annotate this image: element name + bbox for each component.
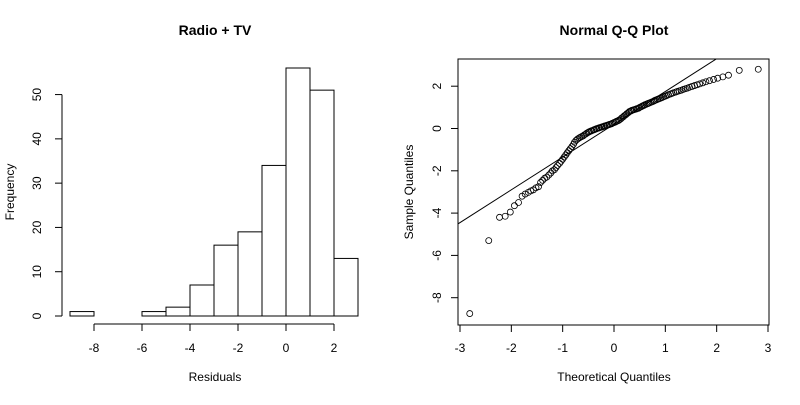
qq-point <box>710 76 717 83</box>
histogram-y-tick-label: 10 <box>30 265 44 279</box>
histogram-y-tick-label: 40 <box>30 132 44 146</box>
qq-x-tick-label: 0 <box>611 341 618 355</box>
qq-y-tick-label: -8 <box>430 292 444 303</box>
qq-y-tick-label: 2 <box>430 83 444 90</box>
qq-point <box>543 173 551 181</box>
histogram-bar <box>261 164 287 317</box>
qq-point <box>515 199 522 206</box>
histogram-y-tick-label: 20 <box>30 220 44 234</box>
histogram-bar <box>69 311 95 317</box>
qq-point <box>754 65 762 73</box>
qq-x-tick-label: 2 <box>713 341 720 355</box>
qq-point <box>696 80 704 88</box>
qq-point <box>702 78 710 86</box>
histogram-x-tick-label: -6 <box>137 341 148 355</box>
qq-y-tick-label: -2 <box>430 165 444 176</box>
qq-point <box>506 208 514 216</box>
qq-point <box>725 71 732 79</box>
histogram-bar <box>213 244 239 317</box>
histogram-panel: Radio + TV Residuals Frequency -8 -6 -4 -2 0… <box>3 22 359 384</box>
qq-point <box>535 183 542 191</box>
qq-point <box>466 310 474 317</box>
qq-point <box>501 212 509 220</box>
qq-y-tick-label: 0 <box>430 125 444 132</box>
histogram-bar <box>309 89 335 317</box>
histogram-title: Radio + TV <box>179 22 252 38</box>
histogram-x-tick-label: -8 <box>89 341 100 355</box>
histogram-y-tick-label: 30 <box>30 176 44 190</box>
qq-point <box>554 162 561 169</box>
histogram-bar <box>237 231 263 317</box>
qq-y-tick-label: -4 <box>430 207 444 218</box>
qq-plot-area <box>458 59 762 317</box>
histogram-y-tick-label: 0 <box>30 312 44 319</box>
histogram-bars <box>69 67 359 317</box>
qq-point <box>545 171 553 179</box>
qq-point <box>496 213 503 221</box>
qq-point <box>706 77 713 85</box>
qq-point <box>699 79 707 87</box>
qq-point <box>735 66 743 74</box>
qq-points <box>466 65 762 317</box>
histogram-y-tick-label: 50 <box>30 88 44 102</box>
qq-y-axis: -8 -6 -4 -2 0 2 <box>430 83 459 303</box>
qq-point <box>552 164 560 172</box>
qq-point <box>485 237 493 244</box>
qq-point <box>537 179 544 186</box>
qq-y-tick-label: -6 <box>430 250 444 261</box>
qq-y-axis-label: Sample Quantiles <box>402 145 416 240</box>
histogram-y-axis-label: Frequency <box>3 164 17 221</box>
histogram-x-tick-label: -4 <box>185 341 196 355</box>
histogram-x-tick-label: 0 <box>283 341 290 355</box>
histogram-x-tick-label: 2 <box>331 341 338 355</box>
histogram-bar <box>141 311 167 317</box>
qq-x-tick-label: -1 <box>557 341 568 355</box>
histogram-x-tick-label: -2 <box>233 341 244 355</box>
qq-x-tick-label: 3 <box>765 341 772 355</box>
histogram-bar <box>285 67 311 317</box>
qq-point <box>511 202 518 210</box>
qq-x-axis: -3 -2 -1 0 1 2 3 <box>455 324 772 355</box>
histogram-y-axis: 0 10 20 30 40 50 <box>30 88 63 319</box>
histogram-bar <box>189 284 215 317</box>
qq-plot-frame <box>457 58 770 326</box>
qq-x-tick-label: -2 <box>506 341 517 355</box>
qq-plot-title: Normal Q-Q Plot <box>560 22 669 38</box>
histogram-x-axis: -8 -6 -4 -2 0 2 <box>89 323 338 355</box>
histogram-bar <box>333 257 359 317</box>
qq-x-tick-label: 1 <box>662 341 669 355</box>
qq-x-axis-label: Theoretical Quantiles <box>557 370 670 384</box>
qq-point <box>714 74 722 82</box>
qq-plot-panel: Normal Q-Q Plot Theoretical Quantiles Sa… <box>402 22 772 384</box>
qq-x-tick-label: -3 <box>455 341 466 355</box>
histogram-bar <box>165 306 191 317</box>
histogram-x-axis-label: Residuals <box>189 370 242 384</box>
